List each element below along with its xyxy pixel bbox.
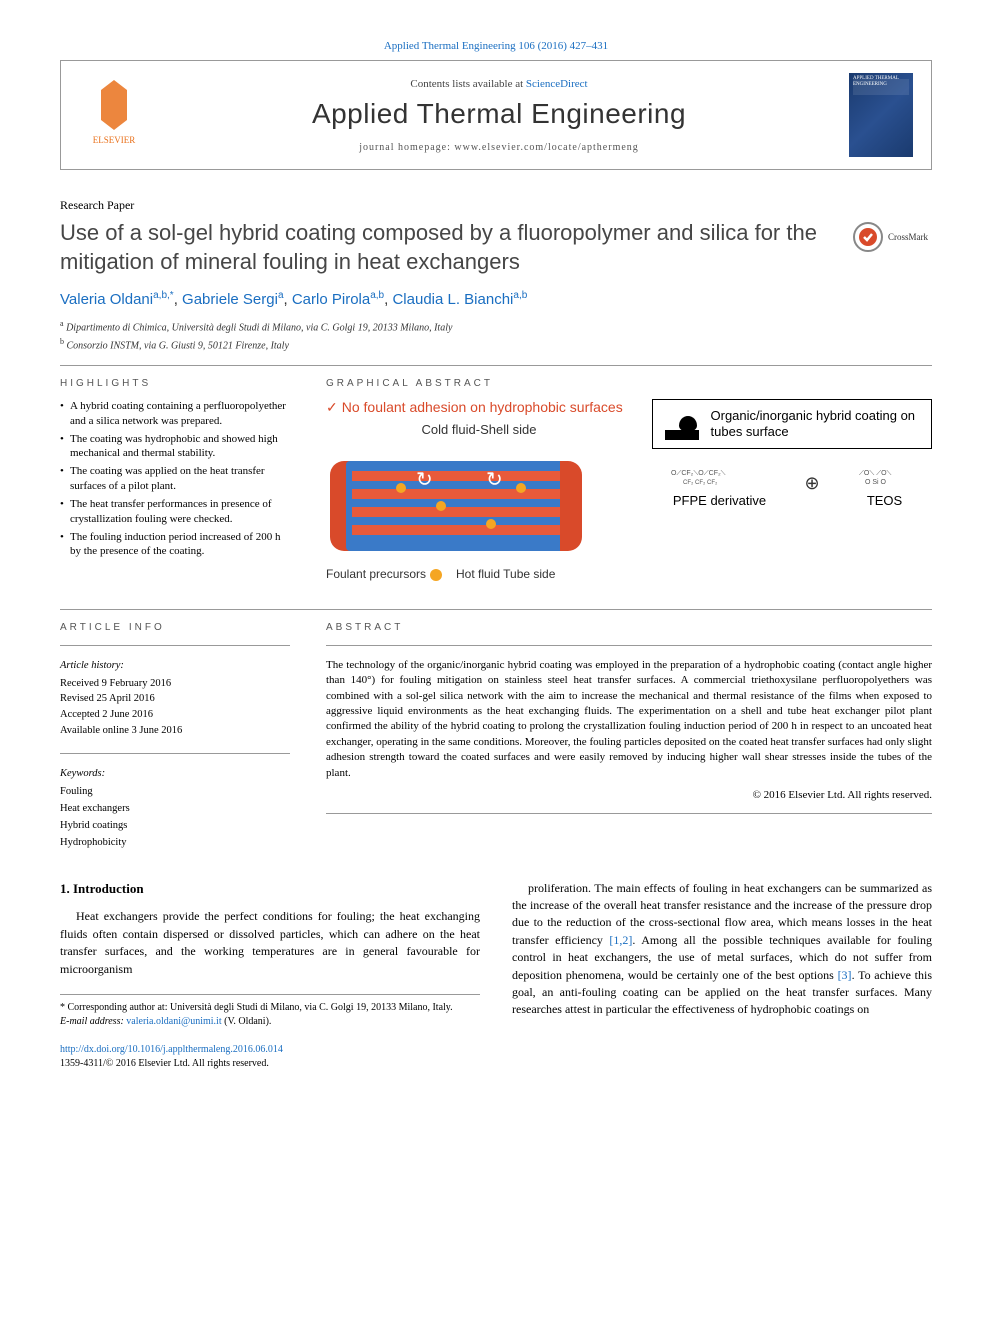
svg-text:O Si O: O Si O: [865, 479, 887, 486]
crossmark-badge[interactable]: CrossMark: [852, 219, 932, 255]
ga-cold-label: Cold fluid-Shell side: [326, 422, 632, 437]
plus-icon: ⊕: [804, 473, 819, 494]
body-paragraph: proliferation. The main effects of fouli…: [512, 880, 932, 1019]
contents-available: Contents lists available at ScienceDirec…: [149, 78, 849, 90]
author-link[interactable]: Claudia L. Bianchi: [392, 291, 513, 308]
highlight-item: The fouling induction period increased o…: [60, 530, 290, 560]
author-link[interactable]: Valeria Oldani: [60, 291, 153, 308]
highlights-heading: HIGHLIGHTS: [60, 378, 290, 389]
author-link[interactable]: Carlo Pirola: [292, 291, 370, 308]
graphical-abstract: ✓No foulant adhesion on hydrophobic surf…: [326, 399, 932, 581]
chemical-structures: O⟋CF₂⟍O⟋CF₂⟍CF₂ CF₂ CF₂ PFPE derivative …: [652, 459, 932, 508]
sciencedirect-link[interactable]: ScienceDirect: [526, 78, 588, 90]
svg-text:⟋O⟍ ⟋O⟍: ⟋O⟍ ⟋O⟍: [859, 469, 892, 477]
highlight-item: The heat transfer performances in presen…: [60, 497, 290, 527]
divider: [60, 609, 932, 610]
article-info: Article history: Received 9 February 201…: [60, 658, 290, 852]
citation-link[interactable]: [3]: [838, 968, 852, 982]
journal-cover-thumbnail: APPLIED THERMAL ENGINEERING: [849, 73, 913, 157]
journal-name: Applied Thermal Engineering: [149, 98, 849, 130]
affiliations: a Dipartimento di Chimica, Università de…: [60, 318, 932, 353]
droplet-icon: [665, 408, 699, 440]
footnotes: * Corresponding author at: Università de…: [60, 994, 480, 1029]
copyright-line: © 2016 Elsevier Ltd. All rights reserved…: [326, 789, 932, 801]
journal-homepage: journal homepage: www.elsevier.com/locat…: [149, 142, 849, 153]
highlight-item: A hybrid coating containing a perfluorop…: [60, 399, 290, 429]
author-list: Valeria Oldania,b,*, Gabriele Sergia, Ca…: [60, 290, 932, 308]
highlights-list: A hybrid coating containing a perfluorop…: [60, 399, 290, 559]
graphical-abstract-heading: GRAPHICAL ABSTRACT: [326, 378, 932, 389]
coating-box: Organic/inorganic hybrid coating on tube…: [652, 399, 932, 449]
paper-title: Use of a sol-gel hybrid coating composed…: [60, 219, 836, 276]
heat-exchanger-diagram: ↻ ↻ Foulant precursors Hot fluid Tube si…: [326, 441, 632, 581]
article-info-heading: ARTICLE INFO: [60, 622, 290, 633]
keywords: Keywords: Fouling Heat exchangers Hybrid…: [60, 766, 290, 852]
divider: [60, 365, 932, 366]
hot-fluid-label: Hot fluid Tube side: [456, 567, 555, 581]
abstract-heading: ABSTRACT: [326, 622, 932, 633]
doi-block: http://dx.doi.org/10.1016/j.applthermale…: [60, 1043, 480, 1072]
body-paragraph: Heat exchangers provide the perfect cond…: [60, 908, 480, 978]
doi-link[interactable]: http://dx.doi.org/10.1016/j.applthermale…: [60, 1044, 283, 1055]
highlight-item: The coating was applied on the heat tran…: [60, 464, 290, 494]
citation-link[interactable]: [1,2]: [609, 933, 632, 947]
citation-line: Applied Thermal Engineering 106 (2016) 4…: [60, 40, 932, 52]
email-link[interactable]: valeria.oldani@unimi.it: [126, 1016, 221, 1027]
paper-type: Research Paper: [60, 198, 932, 213]
journal-header: ELSEVIER Contents lists available at Sci…: [60, 60, 932, 170]
author-link[interactable]: Gabriele Sergi: [182, 291, 278, 308]
ga-title: ✓No foulant adhesion on hydrophobic surf…: [326, 399, 632, 416]
section-heading-intro: 1. Introduction: [60, 880, 480, 899]
abstract-text: The technology of the organic/inorganic …: [326, 658, 932, 781]
foulant-label: Foulant precursors: [326, 567, 446, 581]
svg-text:O⟋CF₂⟍O⟋CF₂⟍: O⟋CF₂⟍O⟋CF₂⟍: [671, 469, 726, 477]
elsevier-logo: ELSEVIER: [79, 75, 149, 155]
svg-text:CF₂ CF₂ CF₂: CF₂ CF₂ CF₂: [683, 480, 718, 486]
highlight-item: The coating was hydrophobic and showed h…: [60, 432, 290, 462]
